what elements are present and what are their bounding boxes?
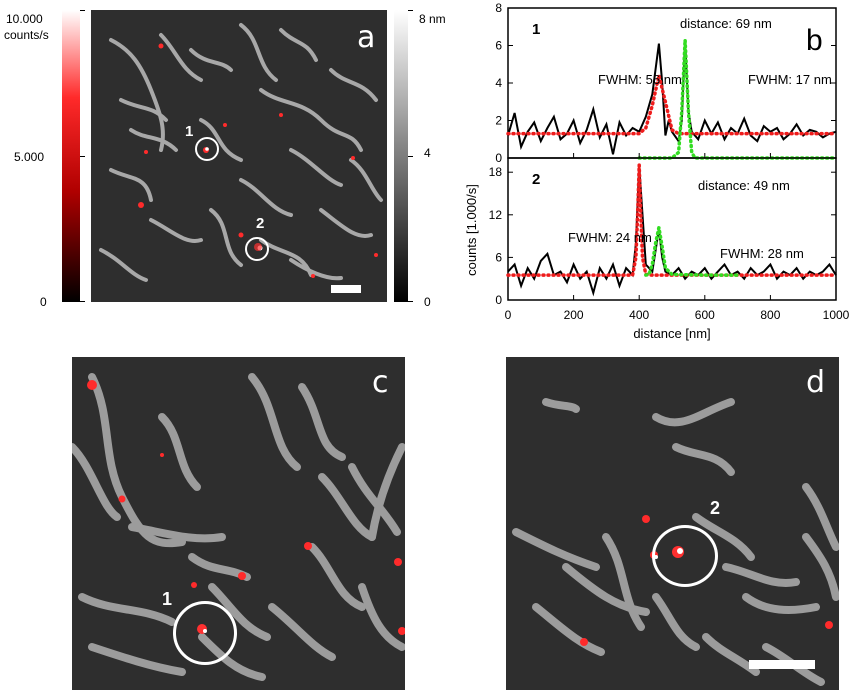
y-tick-label: 6 [495,39,502,53]
annotation: distance: 69 nm [680,16,772,31]
afm-image-c-content [72,373,405,681]
marker-circle-2-zoom [652,525,718,587]
x-tick-label: 400 [629,308,649,322]
afm-image-c: 1 c [72,357,405,690]
y-tick-label: 18 [489,165,503,179]
annotation: FWHM: 24 nm [568,230,652,245]
marker-circle-2 [245,237,269,261]
intensity-unit-label: counts/s [4,28,49,42]
height-tick [408,301,413,302]
profile-series-fit [506,75,838,136]
intensity-mid-label: 5.000 [14,150,45,164]
y-tick-label: 8 [495,1,502,15]
x-tick-label: 1000 [823,308,850,322]
x-tick-label: 200 [564,308,584,322]
subplot-label-2: 2 [532,171,540,188]
intensity-min-label: 0 [40,295,47,309]
height-min-label: 0 [424,295,431,309]
x-tick-label: 0 [505,308,512,322]
x-axis-label: distance [nm] [633,326,710,341]
panel-letter-d: d [806,365,826,400]
profile-series-fit [637,39,838,160]
height-colorbar [394,10,408,302]
colorbar-tick [80,301,85,302]
afm-image-a-content [99,23,383,282]
afm-image-d-content [512,398,839,686]
annotation: FWHM: 56 nm [598,72,682,87]
marker-label-2: 2 [256,215,265,232]
plot-frame-2 [507,157,837,301]
y-axis-label: counts [1.000/s] [464,184,479,276]
scale-bar [331,285,361,293]
y-tick-label: 2 [495,114,502,128]
y-tick-label: 0 [495,151,502,165]
annotation: distance: 49 nm [698,178,790,193]
y-tick-label: 12 [489,208,503,222]
annotation: FWHM: 28 nm [720,246,804,261]
height-tick [408,156,413,157]
panel-letter-a: a [357,20,376,55]
y-tick-label: 4 [495,76,502,90]
y-tick-label: 0 [495,293,502,307]
intensity-max-label: 10.000 [6,12,43,26]
marker-circle-1-zoom [173,601,237,665]
intensity-colorbar [62,10,80,302]
subplot-label-1: 1 [532,21,540,38]
panel-letter-b: b [806,24,823,57]
afm-image-a: 1 2 a [91,10,387,302]
scale-bar-d [749,660,815,669]
annotation: FWHM: 17 nm [748,72,832,87]
profile-series-fit [644,227,740,277]
height-mid-label: 4 [424,146,431,160]
colorbar-tick [80,156,85,157]
marker-label-2-zoom: 2 [710,498,721,518]
marker-label-1-zoom: 1 [162,589,173,609]
panel-letter-c: c [372,365,389,400]
height-max-label: 8 nm [419,12,446,26]
profile-chart-b: 0 2 4 6 8 1 distance: 69 nm FWHM: 56 nm FWHM: 17… [464,1,850,341]
profile-series-data [507,41,837,155]
x-tick-label: 800 [760,308,780,322]
afm-image-d: 2 d [506,357,839,690]
marker-circle-1 [195,137,219,161]
marker-label-1: 1 [185,123,194,140]
y-tick-label: 6 [495,250,502,264]
x-tick-label: 600 [695,308,715,322]
colorbar-tick [80,10,85,11]
profile-series-fit [506,165,838,277]
height-tick [408,10,413,11]
